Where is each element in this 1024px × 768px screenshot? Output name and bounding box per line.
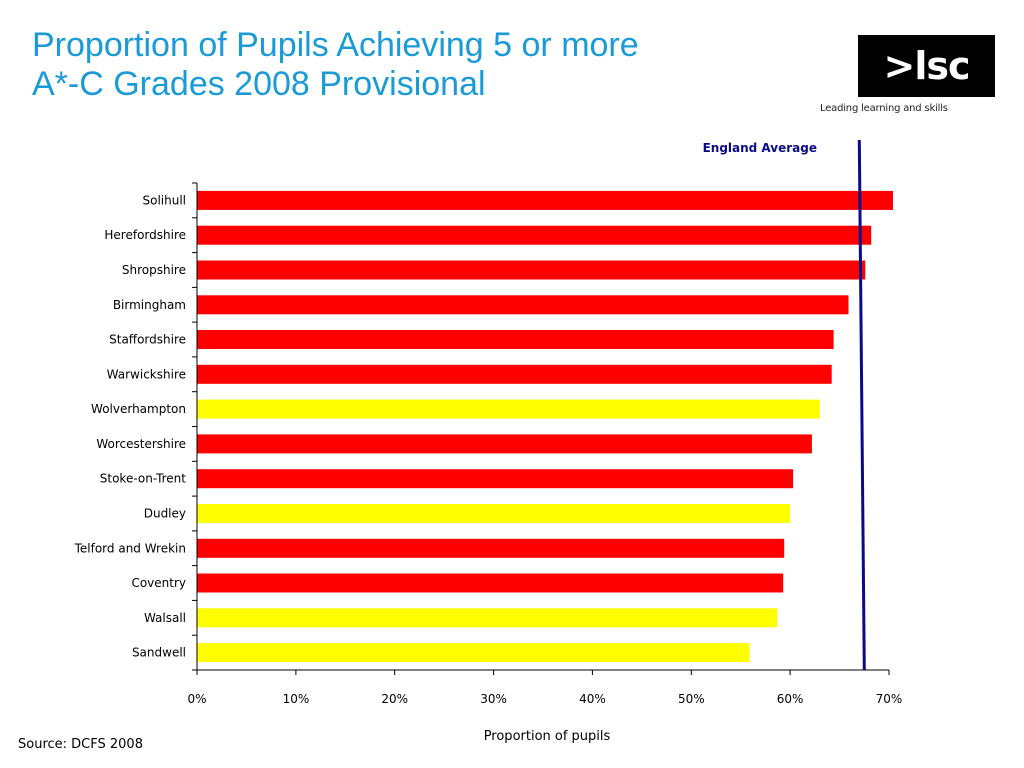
- bar-12: [197, 608, 778, 628]
- lsc-logo: >lsc: [858, 35, 995, 97]
- bar-13: [197, 643, 750, 663]
- category-label-7: Worcestershire: [96, 437, 186, 451]
- bar-3: [197, 295, 849, 315]
- england-average-line: [857, 139, 866, 671]
- category-label-1: Herefordshire: [104, 228, 186, 242]
- x-tick-label-3: 30%: [480, 692, 507, 706]
- logo-tagline: Leading learning and skills: [820, 103, 948, 114]
- x-axis-title: Proportion of pupils: [484, 729, 611, 744]
- x-tick-label-6: 60%: [777, 692, 804, 706]
- category-label-2: Shropshire: [122, 263, 186, 277]
- logo-text: >lsc: [883, 44, 970, 88]
- category-label-9: Dudley: [144, 507, 186, 521]
- title-line-1: Proportion of Pupils Achieving 5 or more: [32, 26, 639, 64]
- bar-0: [197, 190, 893, 210]
- category-label-13: Sandwell: [132, 646, 186, 660]
- x-tick-label-7: 70%: [876, 692, 903, 706]
- bar-2: [197, 260, 866, 280]
- chart-title: Proportion of Pupils Achieving 5 or more…: [32, 26, 639, 104]
- x-tick-label-2: 20%: [381, 692, 408, 706]
- category-label-6: Wolverhampton: [91, 402, 186, 416]
- category-label-3: Birmingham: [113, 298, 186, 312]
- x-tick-label-1: 10%: [283, 692, 310, 706]
- x-tick-label-5: 50%: [678, 692, 705, 706]
- x-tick-label-4: 40%: [579, 692, 606, 706]
- category-label-11: Coventry: [131, 576, 186, 590]
- bar-4: [197, 330, 834, 349]
- title-line-2: A*-C Grades 2008 Provisional: [32, 65, 486, 103]
- category-label-12: Walsall: [144, 611, 186, 625]
- category-label-5: Warwickshire: [107, 367, 186, 381]
- bar-1: [197, 225, 872, 245]
- bar-8: [197, 469, 794, 489]
- bar-11: [197, 573, 784, 593]
- bar-6: [197, 399, 820, 419]
- category-label-8: Stoke-on-Trent: [100, 472, 187, 486]
- england-average-label: England Average: [703, 141, 817, 155]
- bar-9: [197, 504, 791, 523]
- category-label-0: Solihull: [142, 193, 186, 207]
- category-label-4: Staffordshire: [109, 333, 186, 347]
- category-label-10: Telford and Wrekin: [74, 541, 186, 555]
- source-note: Source: DCFS 2008: [18, 737, 143, 752]
- bar-10: [197, 538, 785, 558]
- bar-5: [197, 364, 832, 384]
- x-tick-label-0: 0%: [187, 692, 206, 706]
- bar-7: [197, 434, 812, 454]
